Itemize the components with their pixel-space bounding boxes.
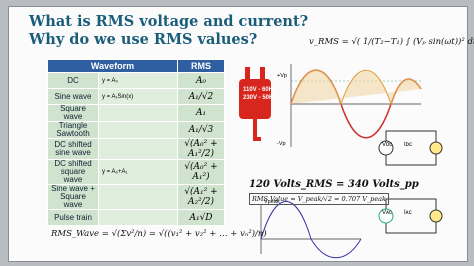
rms-value: √(A₁² + A₂²/2)	[177, 184, 225, 210]
waveform-name: DC shifted sine wave	[47, 138, 99, 160]
waveform-name: Triangle Sawtooth	[47, 121, 99, 139]
rms-value: A₁/√2	[177, 88, 225, 105]
vrms-formula: v_RMS = √( 1/(T₂−T₁) ∫ (Vₚ sin(ωt))² dt …	[309, 37, 474, 47]
rms-value: √(A₀² + A₁²)	[177, 159, 225, 185]
rms-wave-formula: RMS_Wave = √(Σv²/n) = √((v₁² + v₂² + … +…	[51, 229, 267, 239]
rms-table: Waveform RMS DC y = A₀ A₀ Sine wave y = A₁Sin…	[47, 59, 225, 226]
waveform-name: Square wave	[47, 104, 99, 122]
circuits	[378, 130, 443, 234]
graph-label: -Vp	[277, 141, 286, 147]
rms-value: A₀	[177, 72, 225, 89]
graph-label: Vpeak	[264, 199, 280, 205]
table-row: Triangle Sawtooth A₁/√3	[47, 121, 225, 139]
waveform-formula	[98, 209, 178, 226]
rms-value: A₁/√3	[177, 121, 225, 139]
table-row: Square wave A₁	[47, 104, 225, 122]
rms-value-formula: RMS Value = V_peak/√2 = 0.707 V_peak	[249, 193, 389, 205]
whiteboard: What is RMS voltage and current? Why do …	[8, 6, 474, 262]
graph-label: +Vp	[277, 73, 287, 79]
waveform-formula	[98, 104, 178, 122]
rms-value: A₁√D	[177, 209, 225, 226]
circuit-label: Iᴅᴄ	[404, 142, 412, 148]
diagram	[239, 64, 443, 259]
table-row: DC y = A₀ A₀	[47, 72, 225, 89]
plug	[239, 67, 271, 141]
table-row: DC shifted square wave y = A₀+A₁ √(A₀² + A…	[47, 159, 225, 185]
column-header: RMS	[177, 59, 225, 73]
waveform-name: DC shifted square wave	[47, 159, 99, 185]
table-row: DC shifted sine wave √(A₀² + A₁²/2)	[47, 138, 225, 160]
circuit-label: Iᴀᴄ	[404, 210, 412, 216]
title: Why do we use RMS values?	[29, 31, 258, 48]
waveform-formula	[98, 184, 178, 210]
waveform-name: Sine wave + Square wave	[47, 184, 99, 210]
waveform-formula	[98, 138, 178, 160]
plug-label: 230V - 50Hz	[243, 95, 277, 101]
waveform-formula	[98, 121, 178, 139]
column-header: Waveform	[47, 59, 178, 73]
waveform-name: Sine wave	[47, 88, 99, 105]
title: What is RMS voltage and current?	[29, 13, 309, 30]
table-row: Sine wave y = A₁Sin(x) A₁/√2	[47, 88, 225, 105]
circuit-label: Vᴅᴄ	[382, 142, 393, 148]
half-wave-graph	[260, 201, 362, 259]
waveform-name: DC	[47, 72, 99, 89]
sine-graph	[290, 64, 422, 147]
rms-value: A₁	[177, 104, 225, 122]
plug-label: 110V - 60Hz	[243, 87, 277, 93]
waveform-formula: y = A₀	[98, 72, 178, 89]
waveform-name: Pulse train	[47, 209, 99, 226]
table-row: Pulse train A₁√D	[47, 209, 225, 226]
waveform-formula: y = A₀+A₁	[98, 159, 178, 185]
equation: 120 Volts_RMS = 340 Volts_pp	[249, 179, 419, 190]
table-row: Sine wave + Square wave √(A₁² + A₂²/2)	[47, 184, 225, 210]
circuit-label: Vᴀᴄ	[382, 210, 392, 216]
waveform-formula: y = A₁Sin(x)	[98, 88, 178, 105]
rms-value: √(A₀² + A₁²/2)	[177, 138, 225, 160]
